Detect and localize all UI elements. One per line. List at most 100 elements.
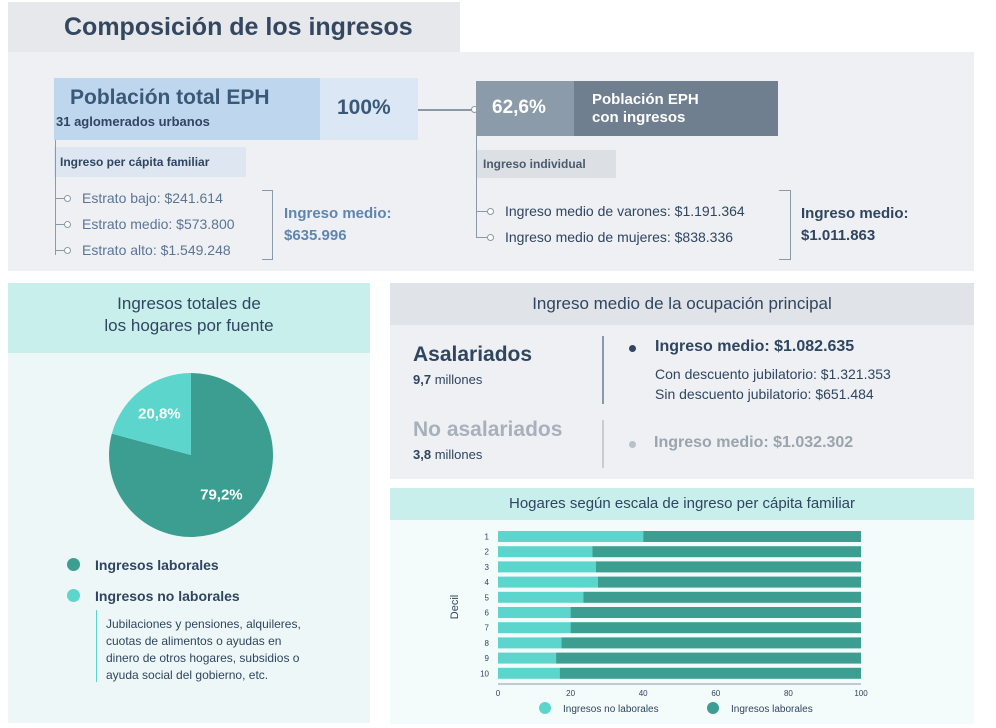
bar-laborales-decil-5 [583, 591, 861, 603]
bar-no-laborales-decil-7 [498, 622, 571, 634]
y-tick-label: 1 [485, 533, 490, 542]
bar-laborales-decil-4 [597, 576, 861, 588]
estrato-dot [64, 221, 71, 228]
indiv-dot [487, 208, 494, 215]
bullet-noasal [629, 441, 636, 448]
ingreso-pc-label: Ingreso per cápita familiar [54, 147, 246, 177]
ingreso-varones: Ingreso medio de varones: $1.191.364 [505, 203, 745, 219]
ingreso-medio-value: $635.996 [284, 227, 347, 244]
pct-total-box: 100% [320, 78, 418, 140]
bar-no-laborales-decil-8 [498, 637, 562, 649]
bracket-cap [262, 259, 272, 260]
divider-noasal [602, 420, 604, 468]
pie-slice-0 [109, 373, 274, 537]
poblacion-title: Población total EPH [70, 86, 270, 109]
bar-no-laborales-decil-5 [498, 591, 584, 603]
note-line [96, 610, 97, 682]
ingreso-medio2-value: $1.011.863 [801, 227, 876, 244]
eph-box: Población EPH con ingresos [574, 81, 778, 136]
page-title: Composición de los ingresos [64, 13, 413, 41]
bar-no-laborales-decil-1 [498, 531, 644, 542]
asal-con-descuento: Con descuento jubilatorio: $1.321.353 [655, 366, 891, 382]
pie-label-0: 79,2% [200, 487, 243, 504]
asal-sin-descuento: Sin descuento jubilatorio: $651.484 [655, 386, 874, 402]
ingreso-mujeres: Ingreso medio de mujeres: $838.336 [505, 229, 734, 245]
bar-legend-label-0: Ingresos no laborales [563, 704, 659, 715]
asal-ingreso: Ingreso medio: $1.082.635 [655, 338, 855, 355]
no-asalariados-title: No asalariados [413, 418, 563, 441]
note-line-2: cuotas de alimentos o ayudas en [106, 634, 282, 648]
ocupacion-header: Ingreso medio de la ocupación principal [390, 283, 974, 325]
estrato-bajo: Estrato bajo: $241.614 [82, 190, 223, 206]
fuente-title-2: los hogares por fuente [104, 316, 274, 335]
legend-laborales: Ingresos laborales [95, 557, 219, 573]
pct-total: 100% [337, 96, 391, 119]
note-line-4: ayuda social del gobierno, etc. [106, 668, 269, 682]
y-tick-label: 6 [485, 609, 490, 618]
estrato-alto: Estrato alto: $1.549.248 [82, 242, 231, 258]
bracket-line-indiv [476, 136, 477, 238]
bullet-asal [629, 345, 636, 352]
bar-no-laborales-decil-9 [498, 652, 557, 664]
bracket-line-left [55, 140, 56, 255]
ingreso-medio2-label: Ingreso medio: [801, 205, 909, 222]
indiv-dot [487, 234, 494, 241]
eph-label-2: con ingresos [592, 109, 686, 126]
bar-legend-dot-1 [707, 702, 719, 714]
poblacion-sub: 31 aglomerados urbanos [56, 114, 210, 129]
bracket-cap [779, 259, 790, 260]
estrato-dot [64, 247, 71, 254]
noasal-ingreso: Ingreso medio: $1.032.302 [654, 434, 854, 451]
y-tick-label: 7 [485, 624, 490, 633]
estrato-dot [64, 195, 71, 202]
note-line-3: dinero de otros hogares, subsidios o [106, 651, 300, 665]
bar-laborales-decil-9 [556, 652, 861, 664]
y-tick-label: 8 [485, 639, 490, 648]
asalariados-unit: millones [431, 372, 483, 387]
eph-pct: 62,6% [492, 97, 546, 118]
fuente-title-1: Ingresos totales de [117, 294, 261, 313]
bar-no-laborales-decil-4 [498, 576, 598, 588]
note-line-1: Jubilaciones y pensiones, alquileres, [106, 617, 301, 631]
asalariados-num: 9,7 [413, 372, 432, 387]
y-tick-label: 2 [485, 548, 490, 557]
y-axis-label: Decil [449, 595, 461, 619]
ingreso-medio-label: Ingreso medio: [284, 205, 392, 222]
pie-chart: 79,2% 20,8% [109, 373, 274, 537]
bar-laborales-decil-8 [561, 637, 861, 649]
note-text: Jubilaciones y pensiones, alquileres, cu… [106, 616, 301, 684]
no-asalariados-count: 3,8 millones [413, 447, 482, 462]
ocupacion-title: Ingreso medio de la ocupación principal [532, 294, 832, 313]
y-tick-label: 5 [485, 593, 490, 602]
pie-label-1: 20,8% [138, 406, 181, 423]
fuente-header: Ingresos totales de los hogares por fuent… [8, 283, 370, 353]
legend-dot-laborales [67, 558, 80, 571]
bracket-right-2 [790, 190, 791, 260]
x-tick-label: 60 [711, 689, 720, 698]
bracket-cap [779, 190, 790, 191]
eph-pct-box: 62,6% [476, 81, 574, 136]
eph-label-1: Población EPH [592, 91, 699, 108]
bracket-cap [262, 190, 272, 191]
bar-laborales-decil-2 [592, 546, 861, 558]
legend-dot-no-laborales [67, 589, 80, 602]
tick-line [55, 224, 65, 225]
divider-asal [602, 336, 604, 404]
x-tick-label: 20 [566, 689, 575, 698]
connector-line [418, 109, 476, 111]
bracket-right [272, 190, 273, 260]
bar-no-laborales-decil-10 [498, 667, 560, 679]
x-tick-label: 0 [496, 689, 501, 698]
y-tick-label: 9 [485, 654, 490, 663]
x-tick-label: 100 [854, 689, 868, 698]
tick-line [55, 250, 65, 251]
bar-no-laborales-decil-6 [498, 607, 571, 618]
bar-no-laborales-decil-2 [498, 546, 593, 558]
x-tick-label: 80 [784, 689, 793, 698]
asalariados-title: Asalariados [413, 343, 533, 366]
escala-header: Hogares según escala de ingreso per cápi… [390, 488, 974, 520]
poblacion-box [54, 78, 320, 140]
bar-laborales-decil-3 [596, 561, 861, 573]
estrato-medio: Estrato medio: $573.800 [82, 216, 235, 232]
